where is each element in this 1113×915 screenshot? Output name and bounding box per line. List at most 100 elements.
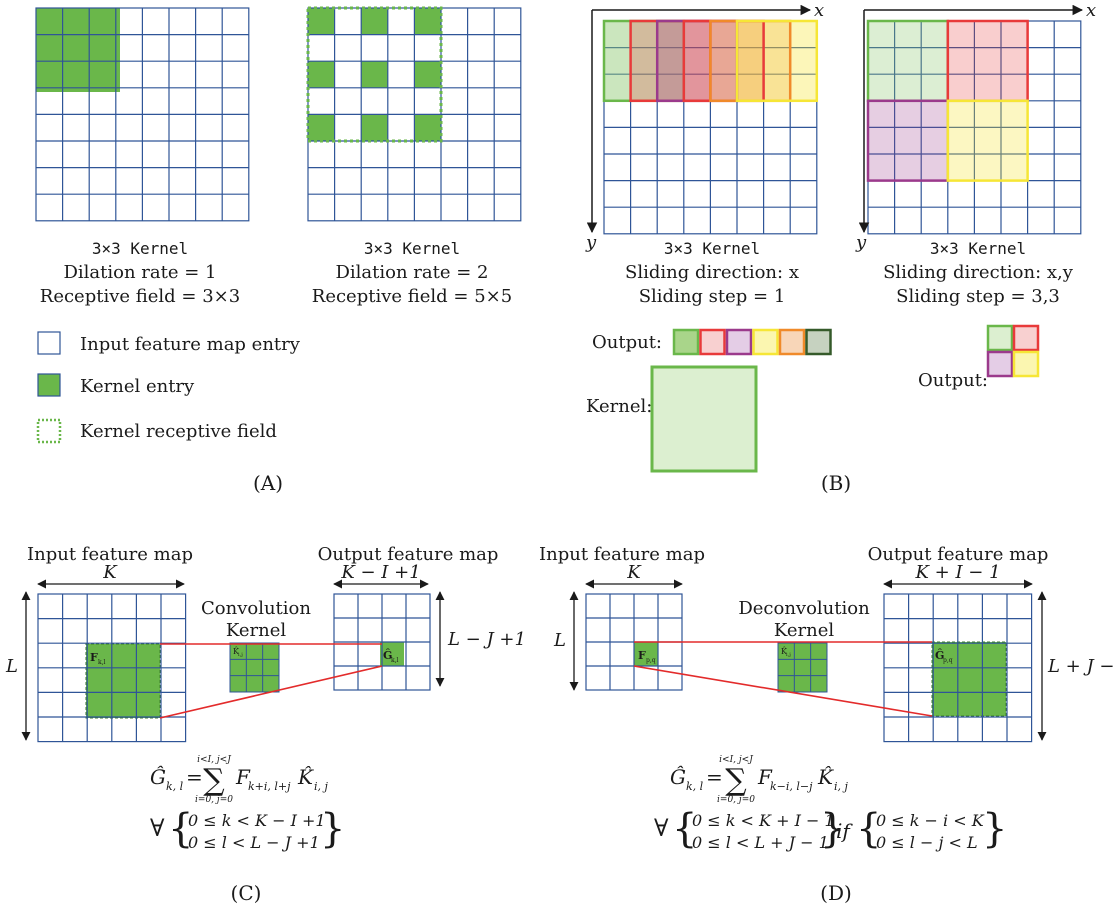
c-kernel-title-1: Convolution	[201, 598, 311, 619]
a-left-line3: Receptive field = 3×3	[40, 286, 240, 307]
c-eq-lhs: Ĝ	[150, 764, 166, 789]
output-cell	[699, 328, 726, 356]
d-eq-f: F	[757, 765, 773, 789]
d-cond1: 0 ≤ k < K + I − 1	[692, 811, 835, 830]
d-output-height: L + J − 1	[1047, 656, 1113, 677]
output-cell	[672, 328, 700, 356]
output-label-left: Output:	[592, 332, 662, 353]
d-cell-g: Ĝ	[935, 648, 944, 662]
c-brace: {	[168, 806, 193, 852]
output-label-right: Output:	[918, 370, 988, 391]
d-brace: {	[672, 806, 697, 852]
output-cell	[725, 328, 753, 356]
input-grid-a-right	[307, 7, 522, 222]
c-output-title: Output feature map	[318, 544, 499, 565]
d-if-brace: {	[856, 806, 881, 852]
d-if-brace-close: }	[982, 806, 1007, 852]
d-eq-sum-top: i<I, j<J	[719, 755, 754, 765]
panel-b: x y x y 3×3 Kernel Sliding direction: x …	[585, 0, 1096, 495]
kernel-entry-cell	[308, 8, 335, 35]
x-axis-label-right: x	[1086, 0, 1096, 21]
d-kernel-title-1: Deconvolution	[738, 598, 870, 619]
d-cond2: 0 ≤ l < L + J − 1	[692, 833, 829, 852]
c-output-cell-fill	[380, 642, 404, 666]
d-cell-g-sub: p,q	[943, 657, 953, 664]
c-cell-f-sub: k,l	[98, 659, 106, 666]
d-cell-k-sub: i,j	[786, 652, 791, 658]
d-brace-close: }	[820, 806, 845, 852]
d-cell-f-sub: p,q	[646, 657, 656, 664]
c-cell-k-sub: i,j	[238, 652, 243, 658]
grid-border	[229, 642, 280, 693]
d-output-title: Output feature map	[868, 544, 1049, 565]
c-cond2: 0 ≤ l < L − J +1	[188, 833, 320, 852]
d-eq-equals: =	[706, 765, 723, 789]
sliding-window-xy	[866, 99, 950, 182]
d-if: if	[836, 819, 853, 843]
sliding-window-xy	[866, 19, 950, 103]
kernel-square	[650, 365, 758, 473]
panel-a: 3×3 Kernel Dilation rate = 1 Receptive f…	[35, 6, 522, 495]
sliding-window-xy	[946, 99, 1029, 182]
d-output-grid	[883, 593, 1033, 743]
x-axis-label-left: x	[814, 0, 824, 21]
sliding-windows-xy	[866, 19, 1029, 182]
legend-label-kernel: Kernel entry	[80, 376, 195, 397]
c-eq-f: F	[235, 765, 251, 789]
empty-square-icon	[37, 331, 61, 355]
c-cell-f: F	[90, 651, 98, 664]
grid-border	[777, 642, 828, 693]
panel-d: Input feature map K L F p,q Deconvolutio…	[539, 544, 1113, 905]
a-right-line2: Dilation rate = 2	[335, 262, 488, 283]
output-cell	[1012, 350, 1040, 378]
c-cond1: 0 ≤ k < K − I +1	[188, 811, 326, 830]
green-square-icon	[37, 373, 61, 397]
b-left-line2: Sliding direction: x	[625, 262, 799, 283]
kernel-entry-cell	[414, 61, 441, 88]
c-eq-equals: =	[186, 765, 203, 789]
legend-label-receptive: Kernel receptive field	[80, 421, 277, 442]
b-right-line1: 3×3 Kernel	[930, 239, 1026, 258]
d-output-width: K + I − 1	[914, 562, 1000, 583]
c-input-height: L	[5, 656, 18, 677]
d-input-height: L	[553, 630, 566, 651]
d-kernel-title-2: Kernel	[774, 620, 834, 641]
kernel-entry-cell	[361, 61, 388, 88]
c-input-kernel-region	[85, 643, 161, 719]
sliding-window-fill	[604, 21, 684, 101]
c-input-grid	[37, 593, 187, 743]
dotted-square-icon	[36, 418, 62, 444]
d-link-bottom	[633, 665, 933, 717]
a-left-line1: 3×3 Kernel	[92, 239, 188, 258]
sliding-windows-x	[602, 19, 819, 103]
c-cell-g-sub: k,l	[391, 657, 399, 664]
a-left-line2: Dilation rate = 1	[63, 262, 216, 283]
sliding-window-fill	[737, 21, 817, 101]
c-input-title: Input feature map	[27, 544, 193, 565]
d-eq-k: K̂	[817, 765, 834, 789]
d-eq-sigma: ∑	[725, 763, 747, 798]
sliding-window-fill	[657, 21, 737, 101]
c-output-grid	[333, 593, 431, 691]
c-eq-sum-bottom: i=0, j=0	[195, 795, 233, 805]
c-output-height: L − J +1	[447, 629, 526, 650]
input-grid-a-left	[35, 7, 250, 222]
c-link-bottom	[159, 665, 383, 719]
caption-d: (D)	[820, 881, 852, 905]
d-input-width: K	[626, 562, 642, 583]
d-output-kernel-region	[931, 641, 1007, 717]
c-input-width: K	[102, 562, 118, 583]
d-input-title: Input feature map	[539, 544, 705, 565]
output-cell	[805, 328, 832, 356]
c-eq-sum-top: i<I, j<J	[197, 755, 232, 765]
c-output-width: K − I +1	[340, 562, 420, 583]
kernel-fill-dilated	[308, 8, 441, 141]
d-eq-sum-bottom: i=0, j=0	[717, 795, 755, 805]
a-right-line1: 3×3 Kernel	[364, 239, 460, 258]
d-if-cond2: 0 ≤ l − j < L	[876, 833, 978, 852]
c-eq-f-sub: k+i, l+j	[248, 780, 291, 793]
d-eq-f-sub: k−i, l−j	[770, 780, 813, 793]
kernel-entry-cell	[308, 61, 335, 88]
kernel-entry-cell	[414, 8, 441, 35]
